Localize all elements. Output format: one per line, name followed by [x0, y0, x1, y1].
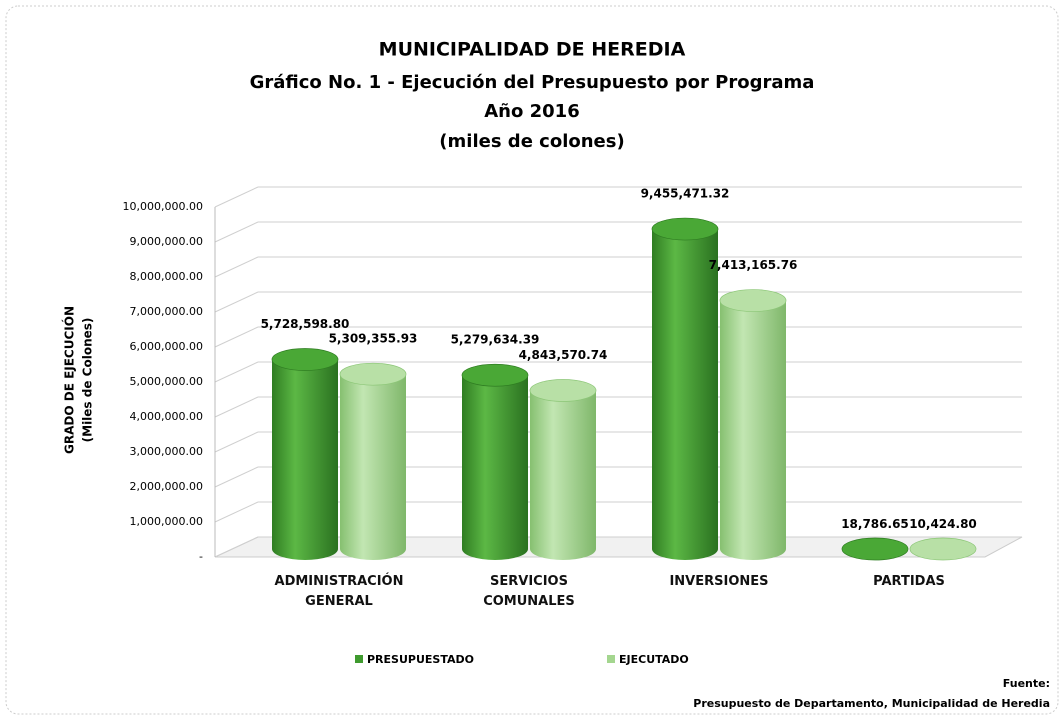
data-label: 9,455,471.32: [641, 187, 730, 201]
chart-subtitle: Año 2016: [484, 101, 579, 122]
x-tick-label: SERVICIOS COMUNALES: [483, 574, 575, 609]
y-tick-label: 8,000,000.00: [130, 270, 203, 283]
x-tick-label: ADMINISTRACIÓN GENERAL: [274, 574, 404, 609]
data-label: 10,424.80: [909, 517, 977, 531]
data-label: 5,728,598.80: [261, 317, 350, 331]
bar-top: [841, 537, 909, 561]
y-tick-label: 7,000,000.00: [130, 305, 203, 318]
y-tick-label: 10,000,000.00: [123, 200, 203, 213]
x-tick-label: INVERSIONES: [669, 574, 769, 589]
chart-title: MUNICIPALIDAD DE HEREDIA: [379, 39, 686, 61]
y-tick-label: -: [199, 550, 203, 563]
legend-label: EJECUTADO: [619, 653, 689, 666]
data-label: 4,843,570.74: [519, 348, 608, 362]
data-label: 5,279,634.39: [451, 333, 540, 347]
bar: [530, 379, 596, 560]
legend-swatch: [355, 655, 363, 663]
bar-top: [909, 537, 977, 561]
y-tick-label: 9,000,000.00: [130, 235, 203, 248]
bar: [462, 364, 528, 560]
data-label: 7,413,165.76: [709, 258, 798, 272]
y-tick-label: 3,000,000.00: [130, 445, 203, 458]
bar: [272, 348, 338, 560]
source: Presupuesto de Departamento, Municipalid…: [693, 697, 1050, 710]
bar-top: [461, 363, 529, 387]
y-tick-label: 5,000,000.00: [130, 375, 203, 388]
bar-top: [719, 289, 787, 312]
y-tick-label: 6,000,000.00: [130, 340, 203, 353]
y-axis-label: (Miles de Colones): [81, 318, 95, 443]
chart-subtitle: Gráfico No. 1 - Ejecución del Presupuest…: [250, 72, 815, 93]
legend-label: PRESUPUESTADO: [367, 653, 474, 666]
y-tick-label: 2,000,000.00: [130, 480, 203, 493]
y-tick-label: 4,000,000.00: [130, 410, 203, 423]
y-tick-label: 1,000,000.00: [130, 515, 203, 528]
bar: [340, 363, 406, 560]
grid-line: [214, 186, 1022, 208]
chart-subtitle: (miles de colones): [439, 131, 624, 152]
x-tick-label: PARTIDAS: [873, 574, 945, 589]
bar-top: [339, 362, 407, 386]
bar: [720, 289, 786, 560]
grid-line: [214, 221, 1022, 243]
bar-top: [651, 217, 719, 241]
bar: [652, 218, 718, 560]
bar-top: [271, 348, 339, 371]
bar-top: [529, 379, 597, 402]
data-label: 18,786.65: [841, 517, 909, 531]
legend-swatch: [607, 655, 615, 663]
source: Fuente:: [1003, 677, 1050, 690]
grid-line: [214, 256, 1022, 278]
data-label: 5,309,355.93: [329, 332, 418, 346]
y-axis-label: GRADO DE EJECUCIÓN: [62, 306, 77, 454]
